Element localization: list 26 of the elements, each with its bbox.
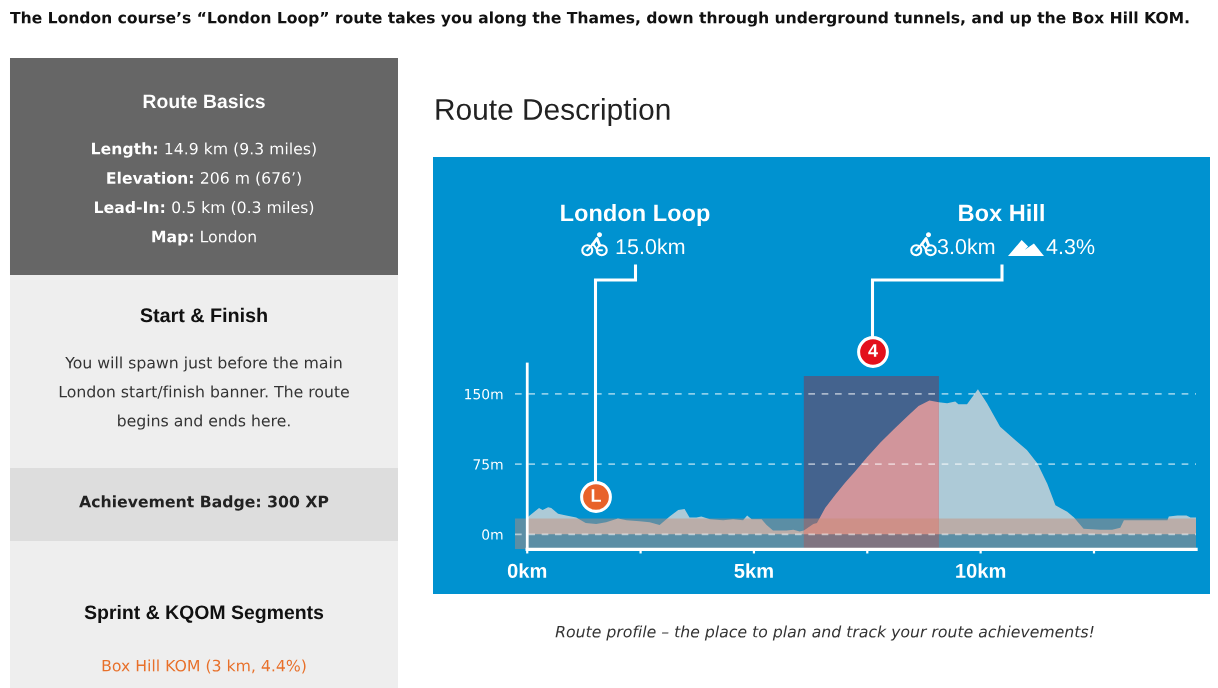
text: Sprint & KQOM Segments: [84, 604, 324, 624]
text: London Loop: [561, 204, 710, 226]
text: Route Basics: [143, 93, 265, 109]
y-tick-label: 75m: [473, 459, 503, 470]
text: Length: 14.9 km (9.3 miles): [92, 142, 316, 158]
text: 3.0km: [937, 238, 995, 255]
text: Elevation: 206 m (676’): [107, 171, 301, 186]
chart-title: Route Description: [436, 98, 670, 126]
text: Route profile – the place to plan and track your route achievements!: [555, 625, 1094, 641]
text: The London course’s “London Loop” route takes you along the Thames, down through underground tunnels, and up the Box Hill KOM.: [10, 11, 1189, 27]
text: 4: [868, 344, 878, 357]
x-tick-label: 10km: [956, 563, 1006, 578]
y-tick-label: 150m: [465, 388, 503, 400]
text: Map: London: [152, 230, 256, 246]
text: Lead-In: 0.5 km (0.3 miles): [95, 201, 314, 215]
x-tick-label: 5km: [734, 563, 773, 578]
annotation: L: [591, 489, 601, 502]
text: 4.3%: [1046, 239, 1095, 255]
text: 15.0km: [616, 238, 685, 255]
text: Box Hill KOM (3 km, 4.4%): [102, 659, 306, 674]
x-tick-label: 0km: [507, 563, 547, 578]
y-tick-label: 0m: [482, 529, 503, 540]
text: You will spawn just before the main London start/finish banner. The route begins and ends here.: [59, 356, 349, 430]
text: Box Hill: [959, 204, 1044, 222]
text: Start & Finish: [140, 307, 267, 323]
text: Achievement Badge: 300 XP: [79, 495, 329, 511]
